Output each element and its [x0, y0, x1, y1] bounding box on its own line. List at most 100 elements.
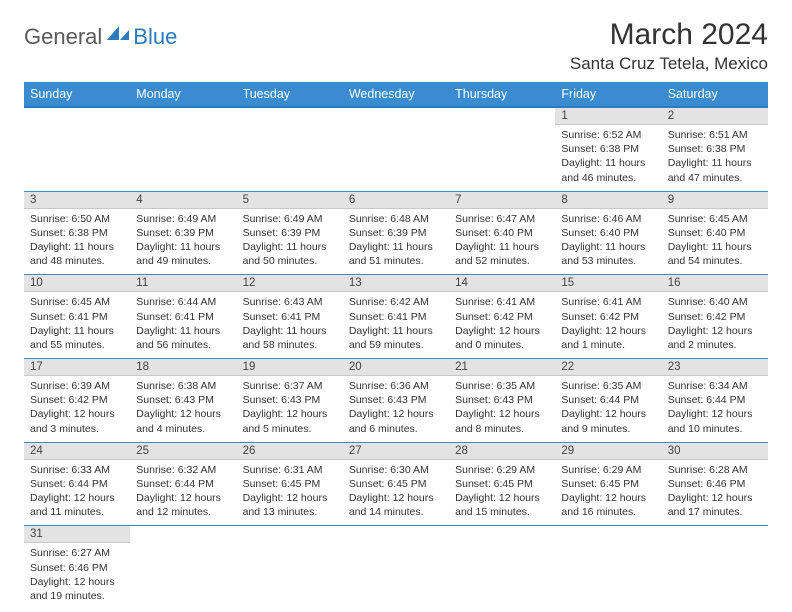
- calendar-cell: 12Sunrise: 6:43 AMSunset: 6:41 PMDayligh…: [237, 275, 343, 359]
- day-content: Sunrise: 6:33 AMSunset: 6:44 PMDaylight:…: [24, 460, 130, 526]
- day-content: Sunrise: 6:51 AMSunset: 6:38 PMDaylight:…: [662, 125, 768, 191]
- sunset-text: Sunset: 6:43 PM: [349, 393, 443, 407]
- calendar-cell: 26Sunrise: 6:31 AMSunset: 6:45 PMDayligh…: [237, 442, 343, 526]
- day-content: Sunrise: 6:42 AMSunset: 6:41 PMDaylight:…: [343, 292, 449, 358]
- day-number: 3: [24, 192, 130, 209]
- daylight-text: Daylight: 11 hours and 54 minutes.: [668, 240, 762, 268]
- calendar-cell: [237, 526, 343, 609]
- daylight-text: Daylight: 12 hours and 8 minutes.: [455, 407, 549, 435]
- sunset-text: Sunset: 6:40 PM: [561, 226, 655, 240]
- sunrise-text: Sunrise: 6:47 AM: [455, 212, 549, 226]
- calendar-cell: 9 Sunrise: 6:45 AMSunset: 6:40 PMDaylight…: [662, 191, 768, 275]
- day-content: Sunrise: 6:39 AMSunset: 6:42 PMDaylight:…: [24, 376, 130, 442]
- sunrise-text: Sunrise: 6:45 AM: [668, 212, 762, 226]
- daylight-text: Daylight: 12 hours and 1 minute.: [561, 324, 655, 352]
- calendar-cell: 25 Sunrise: 6:32 AMSunset: 6:44 PMDayligh…: [130, 442, 236, 526]
- calendar-cell: 13Sunrise: 6:42 AMSunset: 6:41 PMDayligh…: [343, 275, 449, 359]
- day-number: 4: [130, 192, 236, 209]
- calendar-cell: 24Sunrise: 6:33 AMSunset: 6:44 PMDayligh…: [24, 442, 130, 526]
- day-number: 22: [555, 359, 661, 376]
- sunset-text: Sunset: 6:40 PM: [668, 226, 762, 240]
- sunset-text: Sunset: 6:44 PM: [136, 477, 230, 491]
- day-number: 17: [24, 359, 130, 376]
- day-number: 14: [449, 275, 555, 292]
- daylight-text: Daylight: 12 hours and 19 minutes.: [30, 575, 124, 603]
- sunrise-text: Sunrise: 6:40 AM: [668, 295, 762, 309]
- daylight-text: Daylight: 12 hours and 11 minutes.: [30, 491, 124, 519]
- daylight-text: Daylight: 12 hours and 16 minutes.: [561, 491, 655, 519]
- sunset-text: Sunset: 6:41 PM: [349, 310, 443, 324]
- calendar-cell: 23Sunrise: 6:34 AMSunset: 6:44 PMDayligh…: [662, 359, 768, 443]
- sunrise-text: Sunrise: 6:39 AM: [30, 379, 124, 393]
- sunrise-text: Sunrise: 6:49 AM: [136, 212, 230, 226]
- day-number: 10: [24, 275, 130, 292]
- weekday-header: Thursday: [449, 82, 555, 107]
- sunrise-text: Sunrise: 6:37 AM: [243, 379, 337, 393]
- sunset-text: Sunset: 6:45 PM: [243, 477, 337, 491]
- calendar-row: 24Sunrise: 6:33 AMSunset: 6:44 PMDayligh…: [24, 442, 768, 526]
- calendar-cell: 19Sunrise: 6:37 AMSunset: 6:43 PMDayligh…: [237, 359, 343, 443]
- sunset-text: Sunset: 6:39 PM: [243, 226, 337, 240]
- sunrise-text: Sunrise: 6:30 AM: [349, 463, 443, 477]
- calendar-cell: [449, 526, 555, 609]
- calendar-cell: 16Sunrise: 6:40 AMSunset: 6:42 PMDayligh…: [662, 275, 768, 359]
- sunset-text: Sunset: 6:38 PM: [668, 142, 762, 156]
- calendar-cell: 4Sunrise: 6:49 AMSunset: 6:39 PMDaylight…: [130, 191, 236, 275]
- sunset-text: Sunset: 6:43 PM: [243, 393, 337, 407]
- calendar-cell: 18Sunrise: 6:38 AMSunset: 6:43 PMDayligh…: [130, 359, 236, 443]
- calendar-body: 1Sunrise: 6:52 AMSunset: 6:38 PMDaylight…: [24, 107, 768, 609]
- day-content: Sunrise: 6:35 AMSunset: 6:43 PMDaylight:…: [449, 376, 555, 442]
- sunrise-text: Sunrise: 6:27 AM: [30, 546, 124, 560]
- sunrise-text: Sunrise: 6:44 AM: [136, 295, 230, 309]
- logo-text-blue: Blue: [133, 24, 177, 50]
- day-content: Sunrise: 6:34 AMSunset: 6:44 PMDaylight:…: [662, 376, 768, 442]
- sunrise-text: Sunrise: 6:34 AM: [668, 379, 762, 393]
- day-number: 6: [343, 192, 449, 209]
- day-content: Sunrise: 6:52 AMSunset: 6:38 PMDaylight:…: [555, 125, 661, 191]
- sunset-text: Sunset: 6:41 PM: [30, 310, 124, 324]
- day-number: 12: [237, 275, 343, 292]
- sunrise-text: Sunrise: 6:49 AM: [243, 212, 337, 226]
- calendar-cell: 15Sunrise: 6:41 AMSunset: 6:42 PMDayligh…: [555, 275, 661, 359]
- sunset-text: Sunset: 6:46 PM: [30, 561, 124, 575]
- sunset-text: Sunset: 6:45 PM: [561, 477, 655, 491]
- daylight-text: Daylight: 12 hours and 12 minutes.: [136, 491, 230, 519]
- day-content: Sunrise: 6:31 AMSunset: 6:45 PMDaylight:…: [237, 460, 343, 526]
- sunrise-text: Sunrise: 6:51 AM: [668, 128, 762, 142]
- day-number: 18: [130, 359, 236, 376]
- day-content: Sunrise: 6:29 AMSunset: 6:45 PMDaylight:…: [449, 460, 555, 526]
- day-number: 25: [130, 443, 236, 460]
- calendar-cell: 22Sunrise: 6:35 AMSunset: 6:44 PMDayligh…: [555, 359, 661, 443]
- weekday-header: Monday: [130, 82, 236, 107]
- daylight-text: Daylight: 12 hours and 9 minutes.: [561, 407, 655, 435]
- sunset-text: Sunset: 6:42 PM: [455, 310, 549, 324]
- sunrise-text: Sunrise: 6:41 AM: [455, 295, 549, 309]
- day-content: Sunrise: 6:48 AMSunset: 6:39 PMDaylight:…: [343, 209, 449, 275]
- calendar-row: 3Sunrise: 6:50 AMSunset: 6:38 PMDaylight…: [24, 191, 768, 275]
- calendar-cell: 14Sunrise: 6:41 AMSunset: 6:42 PMDayligh…: [449, 275, 555, 359]
- sunrise-text: Sunrise: 6:32 AM: [136, 463, 230, 477]
- day-number: 9: [662, 192, 768, 209]
- calendar-cell: 29Sunrise: 6:29 AMSunset: 6:45 PMDayligh…: [555, 442, 661, 526]
- sunset-text: Sunset: 6:39 PM: [136, 226, 230, 240]
- calendar-cell: 7Sunrise: 6:47 AMSunset: 6:40 PMDaylight…: [449, 191, 555, 275]
- day-content: Sunrise: 6:50 AMSunset: 6:38 PMDaylight:…: [24, 209, 130, 275]
- daylight-text: Daylight: 12 hours and 10 minutes.: [668, 407, 762, 435]
- sail-icon: [105, 24, 131, 42]
- day-content: Sunrise: 6:27 AMSunset: 6:46 PMDaylight:…: [24, 543, 130, 609]
- sunrise-text: Sunrise: 6:28 AM: [668, 463, 762, 477]
- calendar-cell: [237, 107, 343, 191]
- calendar-head: Sunday Monday Tuesday Wednesday Thursday…: [24, 82, 768, 107]
- day-content: Sunrise: 6:28 AMSunset: 6:46 PMDaylight:…: [662, 460, 768, 526]
- page-title: March 2024: [570, 18, 768, 52]
- sunset-text: Sunset: 6:43 PM: [455, 393, 549, 407]
- calendar-cell: [343, 107, 449, 191]
- daylight-text: Daylight: 11 hours and 55 minutes.: [30, 324, 124, 352]
- sunrise-text: Sunrise: 6:46 AM: [561, 212, 655, 226]
- calendar-cell: [24, 107, 130, 191]
- sunrise-text: Sunrise: 6:45 AM: [30, 295, 124, 309]
- weekday-header: Sunday: [24, 82, 130, 107]
- day-number: 8: [555, 192, 661, 209]
- day-content: Sunrise: 6:29 AMSunset: 6:45 PMDaylight:…: [555, 460, 661, 526]
- day-content: Sunrise: 6:37 AMSunset: 6:43 PMDaylight:…: [237, 376, 343, 442]
